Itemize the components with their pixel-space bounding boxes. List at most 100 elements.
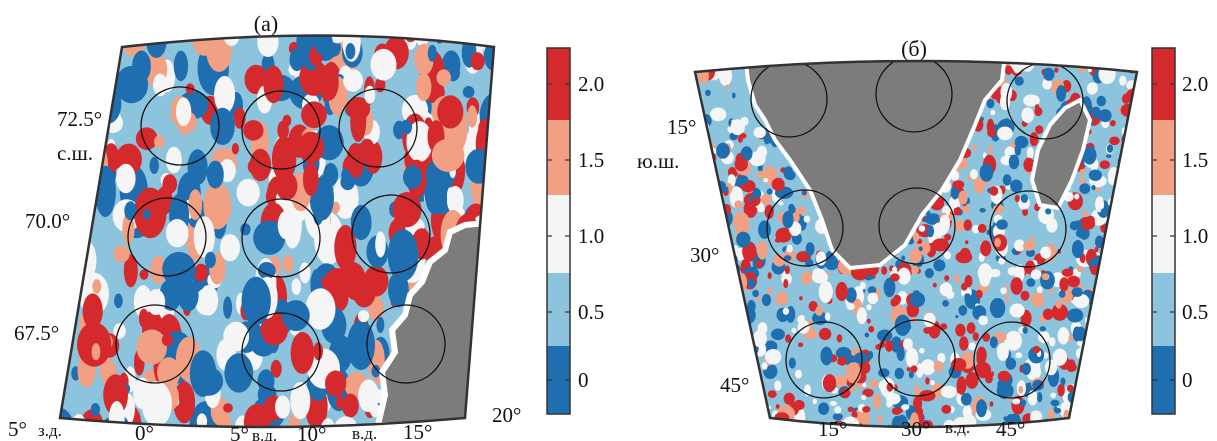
field-blob: [818, 280, 833, 303]
field-blob: [1094, 349, 1103, 362]
field-blob: [360, 138, 375, 159]
field-blob: [1038, 331, 1050, 344]
field-blob: [1091, 184, 1096, 191]
field-blob: [767, 272, 772, 280]
field-blob: [1060, 377, 1066, 386]
field-blob: [352, 275, 376, 308]
field-blob: [778, 231, 786, 243]
field-blob: [729, 276, 735, 281]
field-blob: [489, 153, 494, 179]
circle-a-6: [351, 194, 431, 274]
field-blob: [257, 35, 279, 57]
field-blob: [1088, 334, 1100, 346]
field-blob: [1125, 420, 1135, 427]
field-blob: [711, 395, 722, 407]
field-blob: [815, 251, 827, 266]
field-blob: [1120, 303, 1127, 312]
field-blob: [988, 144, 994, 154]
field-blob: [1128, 368, 1137, 386]
field-blob: [1081, 428, 1085, 432]
field-blob: [867, 286, 877, 294]
field-blob: [1087, 408, 1098, 425]
field-blob: [909, 292, 926, 308]
field-blob: [924, 268, 934, 279]
panel-b-lon-unit: в.д.: [945, 418, 970, 437]
field-blob: [498, 377, 509, 392]
field-blob: [724, 248, 732, 256]
field-blob: [1112, 245, 1125, 260]
field-blob: [1138, 293, 1146, 308]
field-blob: [722, 240, 731, 253]
field-blob: [962, 405, 972, 420]
field-blob: [883, 61, 896, 62]
panel-a-lon-10: 10°: [297, 422, 326, 441]
field-blob: [707, 327, 717, 340]
field-blob: [1133, 251, 1137, 258]
field-blob: [758, 220, 771, 239]
field-blob: [1121, 93, 1131, 104]
field-blob: [141, 381, 172, 427]
field-blob: [1066, 362, 1077, 373]
field-blob: [68, 176, 97, 221]
field-blob: [704, 221, 714, 228]
field-blob: [289, 48, 305, 72]
circle-a-5: [241, 198, 321, 278]
field-blob: [892, 266, 897, 272]
field-blob: [157, 357, 181, 388]
field-blob: [282, 114, 292, 127]
field-blob: [1096, 394, 1103, 404]
field-blob: [980, 61, 992, 62]
field-blob: [1096, 95, 1107, 107]
field-blob: [768, 48, 775, 55]
field-blob: [972, 144, 977, 151]
field-blob: [1114, 239, 1123, 248]
field-blob: [162, 251, 196, 287]
field-blob: [1079, 168, 1085, 175]
field-blob: [945, 290, 955, 299]
field-blob: [703, 381, 712, 392]
field-blob: [173, 50, 189, 82]
field-blob: [706, 354, 714, 361]
field-blob: [1026, 146, 1034, 159]
field-blob: [1091, 426, 1101, 427]
field-blob: [701, 189, 718, 209]
field-blob: [1081, 401, 1085, 406]
field-blob: [1110, 416, 1124, 427]
field-blob: [933, 360, 944, 372]
field-blob: [1043, 67, 1055, 81]
field-blob: [749, 48, 753, 54]
field-blob: [974, 433, 986, 441]
field-blob: [62, 78, 82, 108]
field-blob: [989, 401, 994, 407]
field-blob: [942, 300, 949, 307]
field-blob: [1111, 345, 1125, 359]
field-blob: [1110, 325, 1126, 340]
field-blob: [335, 395, 343, 410]
field-blob: [446, 187, 454, 204]
field-blob: [948, 45, 967, 58]
field-blob: [93, 146, 100, 157]
field-blob: [862, 388, 874, 398]
field-blob: [1130, 280, 1137, 295]
field-blob: [987, 129, 996, 137]
field-blob: [313, 342, 324, 361]
field-blob: [71, 72, 93, 109]
field-blob: [1044, 431, 1052, 441]
field-blob: [707, 212, 720, 226]
field-blob: [774, 380, 782, 391]
field-blob: [1079, 183, 1091, 195]
field-blob: [733, 322, 747, 336]
field-blob: [965, 372, 979, 389]
field-blob: [1004, 296, 1010, 303]
field-blob: [231, 143, 239, 155]
field-blob: [165, 219, 189, 248]
field-blob: [1120, 384, 1125, 392]
field-blob: [830, 61, 842, 63]
field-blob: [818, 402, 830, 416]
field-blob: [149, 157, 159, 174]
panel-a-frame: [58, 34, 496, 429]
field-blob: [90, 403, 101, 417]
field-blob: [695, 307, 705, 315]
field-blob: [955, 251, 973, 264]
field-blob: [346, 97, 371, 121]
